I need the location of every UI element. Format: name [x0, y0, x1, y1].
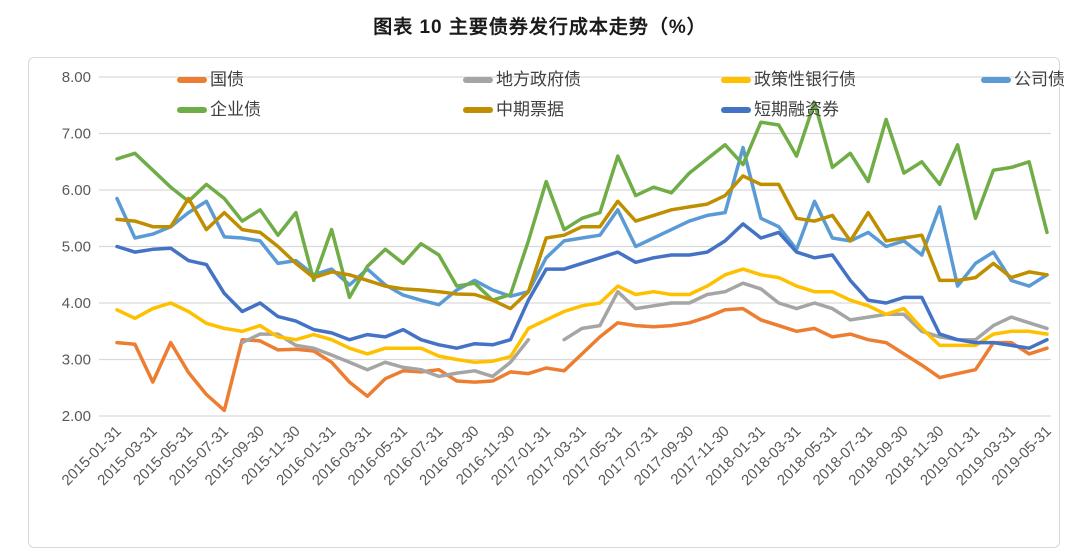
- legend-label: 国债: [210, 70, 244, 89]
- series-line-国债: [115, 306, 1049, 413]
- series-line-中期票据: [115, 174, 1049, 311]
- legend-label: 短期融资券: [754, 100, 839, 119]
- y-axis-tick-label: 5.00: [62, 239, 91, 256]
- legend-line-swatch-icon: [463, 107, 493, 113]
- y-axis-tick-label: 2.00: [62, 408, 91, 425]
- y-axis-tick-label: 6.00: [62, 182, 91, 199]
- legend-item-政策性银行债: 政策性银行债: [721, 70, 856, 90]
- legend-label: 政策性银行债: [754, 70, 856, 89]
- chart-title: 图表 10 主要债券发行成本走势（%）: [373, 17, 707, 38]
- legend-line-swatch-icon: [177, 77, 207, 83]
- legend-item-中期票据: 中期票据: [463, 100, 564, 120]
- series-line-短期融资券: [115, 222, 1049, 350]
- y-axis-tick-label: 4.00: [62, 295, 91, 312]
- legend-label: 企业债: [210, 100, 261, 119]
- series-line-政策性银行债: [115, 267, 1049, 365]
- legend-item-国债: 国债: [177, 70, 244, 90]
- y-axis-tick-label: 7.00: [62, 126, 91, 143]
- legend-line-swatch-icon: [981, 77, 1011, 83]
- series-line-公司债: [115, 145, 1049, 307]
- series-line-地方政府债: [240, 281, 1049, 379]
- legend-label: 中期票据: [496, 100, 564, 119]
- legend-line-swatch-icon: [721, 77, 751, 83]
- chart-frame: 国债 地方政府债 政策性银行债 公司债企业债 中期票据 短期融资券 8.00 7.00 6.0…: [28, 57, 1065, 548]
- legend-line-swatch-icon: [721, 107, 751, 113]
- legend-item-公司债: 公司债: [981, 70, 1065, 90]
- legend-item-企业债: 企业债: [177, 100, 261, 120]
- legend-line-swatch-icon: [463, 77, 493, 83]
- series-line-企业债: [115, 100, 1049, 302]
- legend-item-短期融资券: 短期融资券: [721, 100, 839, 120]
- legend-label: 地方政府债: [496, 70, 581, 89]
- chart-canvas: 8.007.006.005.004.003.002.002015-01-3120…: [59, 69, 1055, 489]
- y-axis-tick-label: 3.00: [62, 352, 91, 369]
- y-axis-tick-label: 8.00: [62, 69, 91, 86]
- legend-label: 公司债: [1014, 70, 1065, 89]
- legend-item-地方政府债: 地方政府债: [463, 70, 581, 90]
- legend-line-swatch-icon: [177, 107, 207, 113]
